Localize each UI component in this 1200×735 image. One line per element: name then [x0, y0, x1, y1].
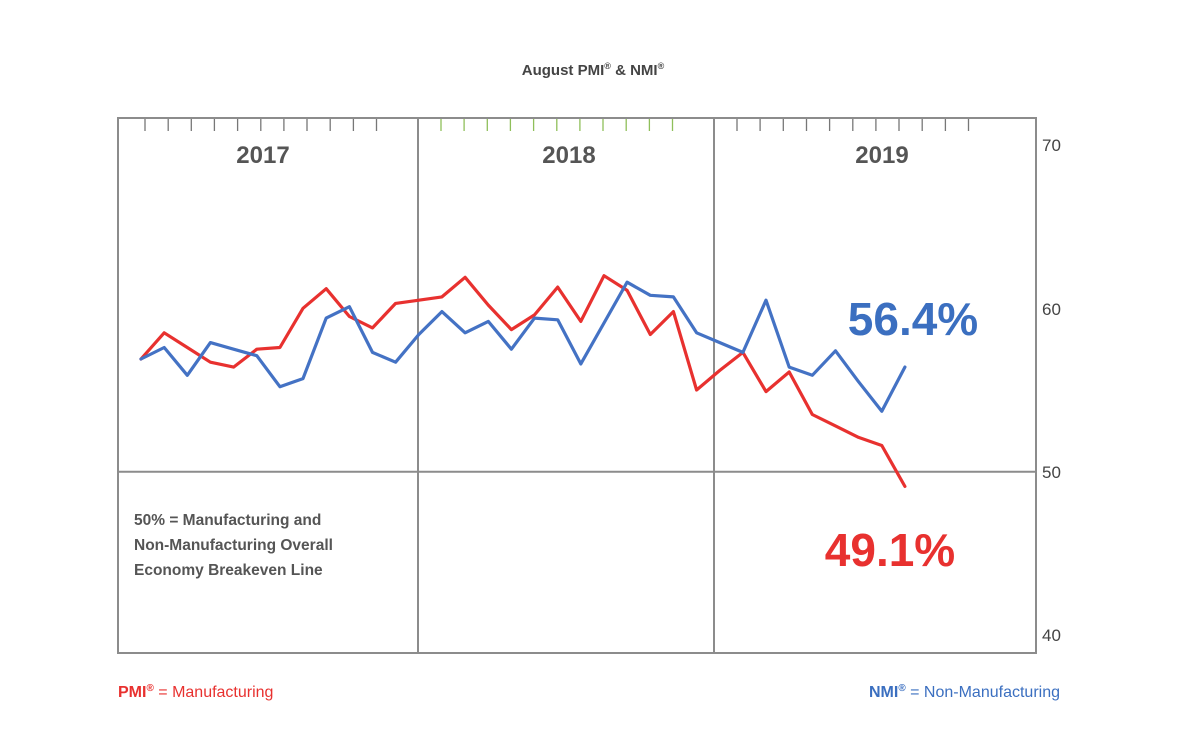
pmi-series-line [139, 274, 907, 488]
nmi-series-line [139, 280, 907, 413]
nmi-callout: 56.4% [848, 293, 978, 345]
plot-frame [117, 117, 1037, 654]
y-tick-label-40: 40 [1042, 626, 1061, 645]
y-tick-label-60: 60 [1042, 300, 1061, 319]
pmi-legend: PMI® = Manufacturing [118, 683, 273, 701]
y-tick-label-70: 70 [1042, 136, 1061, 155]
chart-title: August PMI® & NMI® [522, 61, 665, 79]
y-tick-label-50: 50 [1042, 463, 1061, 482]
nmi-legend: NMI® = Non-Manufacturing [869, 683, 1060, 701]
year-label-2019: 2019 [855, 142, 908, 169]
month-ticks [144, 119, 970, 131]
breakeven-note-line-1: 50% = Manufacturing and [134, 512, 321, 529]
year-label-2018: 2018 [542, 142, 595, 169]
pmi-callout: 49.1% [825, 524, 955, 576]
year-label-2017: 2017 [236, 142, 289, 169]
breakeven-note-line-2: Non-Manufacturing Overall [134, 537, 333, 554]
breakeven-note-line-3: Economy Breakeven Line [134, 562, 323, 579]
